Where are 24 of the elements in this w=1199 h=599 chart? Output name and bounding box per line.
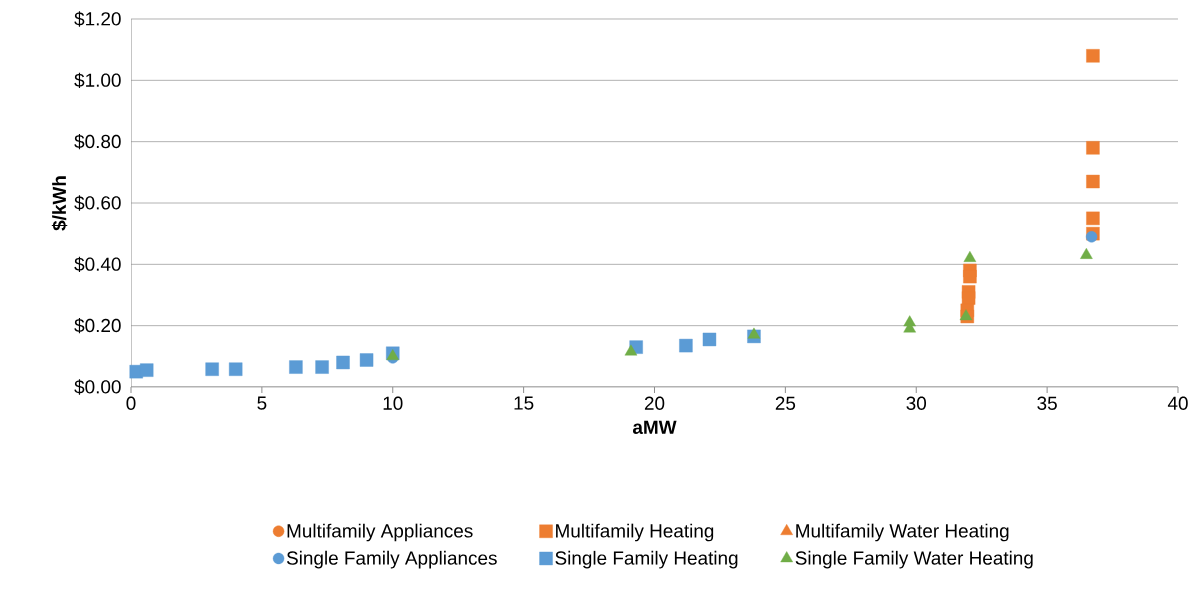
legend-label: Multifamily Water Heating (796, 523, 1009, 542)
legend-label: Single Family Heating (555, 550, 738, 569)
x-tick-label: 10 (383, 396, 403, 410)
x-tick-label: 15 (514, 396, 534, 410)
y-tick-label: $0.60 (74, 195, 121, 211)
y-tick-label: $0.20 (74, 318, 121, 334)
x-tick-label: 30 (906, 396, 927, 410)
x-tick-label: 20 (644, 396, 665, 410)
x-axis-title: aMW (632, 420, 677, 434)
x-tick-label: 25 (775, 396, 796, 410)
x-tick-label: 5 (257, 396, 267, 410)
y-tick-label: $1.20 (74, 11, 121, 27)
x-tick-label: 0 (126, 396, 136, 410)
y-tick-label: $1.00 (74, 72, 121, 88)
legend-label: Single Family Appliances (286, 550, 497, 569)
y-axis-title: $/kWh (51, 176, 68, 231)
x-tick-label: 35 (1037, 396, 1057, 410)
legend-label: Single Family Water Heating (795, 550, 1033, 569)
y-tick-label: $0.80 (74, 134, 121, 150)
x-tick-label: 40 (1167, 396, 1188, 410)
legend-label: Multifamily Heating (556, 523, 714, 542)
y-tick-label: $0.00 (74, 379, 121, 395)
y-tick-label: $0.40 (74, 256, 121, 272)
legend-label: Multifamily Appliances (287, 523, 473, 542)
